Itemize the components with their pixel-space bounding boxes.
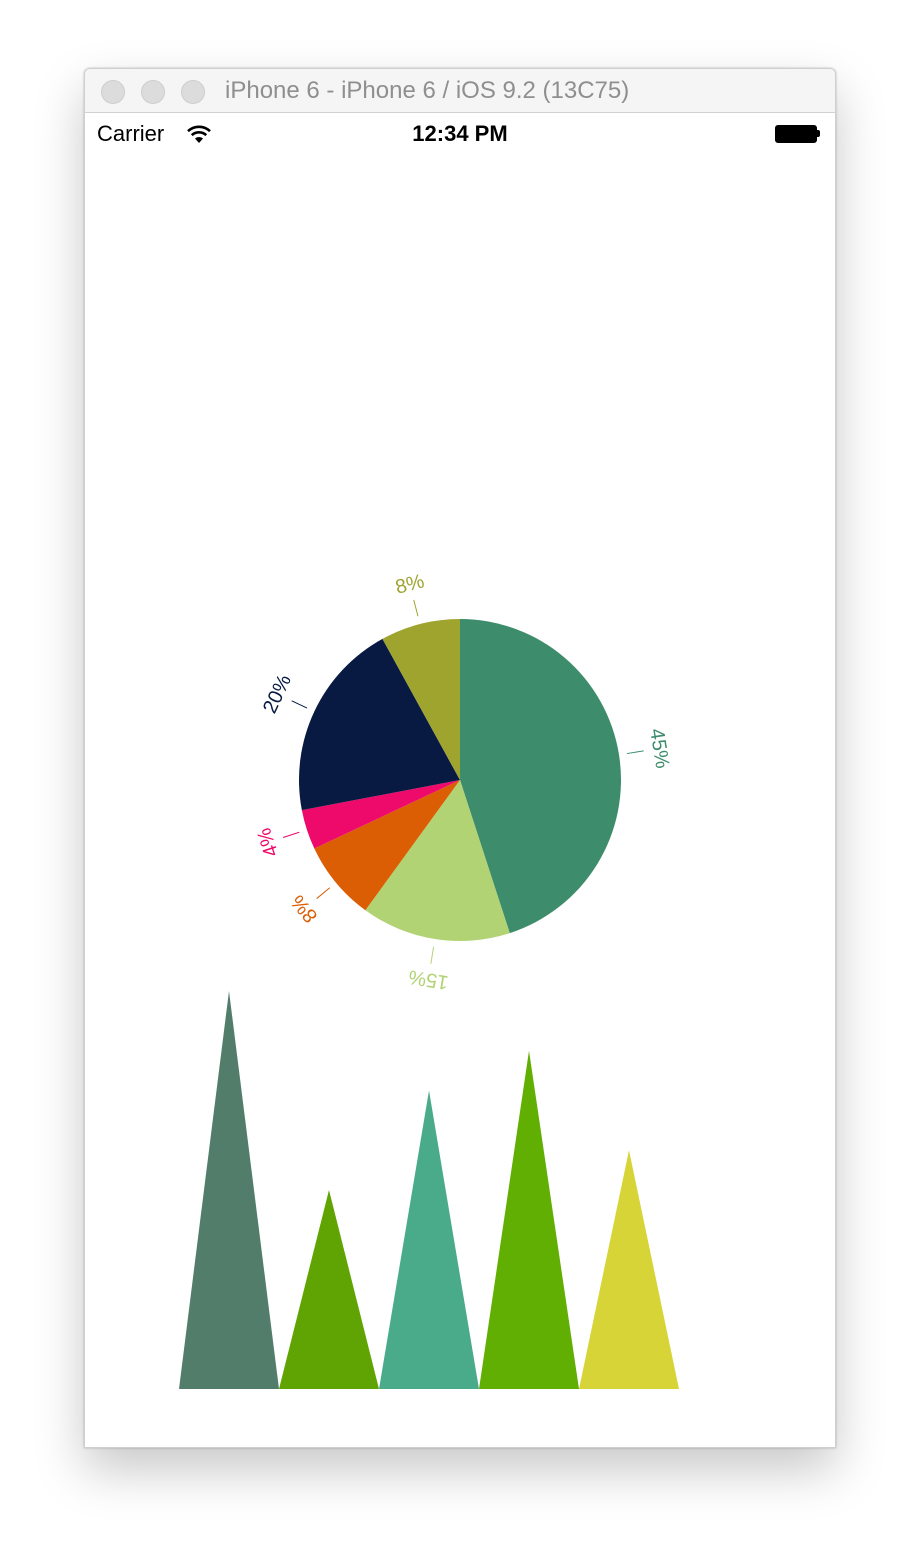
- pie-slice-label: 45%: [645, 727, 673, 770]
- triangle-bar: [479, 1050, 579, 1389]
- minimize-window-button[interactable]: [141, 80, 165, 104]
- pie-slice-label: 8%: [287, 890, 323, 926]
- status-time: 12:34 PM: [412, 121, 508, 146]
- title-bar: iPhone 6 - iPhone 6 / iOS 9.2 (13C75): [85, 69, 835, 113]
- triangle-bar-chart: [179, 991, 679, 1389]
- pie-leader-line: [316, 887, 331, 899]
- pie-slice: [460, 619, 621, 934]
- close-window-button[interactable]: [101, 80, 125, 104]
- window-title: iPhone 6 - iPhone 6 / iOS 9.2 (13C75): [225, 77, 630, 104]
- triangle-bar: [179, 991, 279, 1389]
- pie-slice: [314, 780, 460, 911]
- triangle-bar: [279, 1190, 379, 1389]
- pie-slice-label: 20%: [259, 671, 296, 717]
- status-bar: Carrier 12:34 PM: [85, 113, 835, 153]
- pie-leader-line: [626, 750, 644, 755]
- simulator-window: iPhone 6 - iPhone 6 / iOS 9.2 (13C75) Ca…: [84, 68, 836, 1448]
- pie-leader-line: [413, 599, 419, 617]
- pie-slice-label: 15%: [407, 965, 450, 993]
- carrier-label: Carrier: [97, 121, 165, 146]
- pie-chart: 45%15%8%4%20%8%: [253, 570, 673, 993]
- triangle-bar: [379, 1090, 479, 1389]
- zoom-window-button[interactable]: [181, 80, 205, 104]
- pie-slice-label: 8%: [393, 570, 427, 599]
- triangle-bar: [579, 1150, 679, 1389]
- chart-canvas: 45%15%8%4%20%8%: [179, 570, 679, 1389]
- pie-slice: [382, 619, 460, 780]
- wifi-icon: [187, 125, 211, 143]
- pie-slice: [301, 780, 460, 849]
- pie-slice: [365, 780, 510, 941]
- pie-leader-line: [430, 946, 435, 964]
- pie-slice: [299, 638, 460, 811]
- pie-leader-line: [282, 831, 300, 838]
- pie-leader-line: [291, 700, 308, 709]
- battery-icon: [775, 125, 820, 143]
- pie-slice-label: 4%: [253, 825, 283, 859]
